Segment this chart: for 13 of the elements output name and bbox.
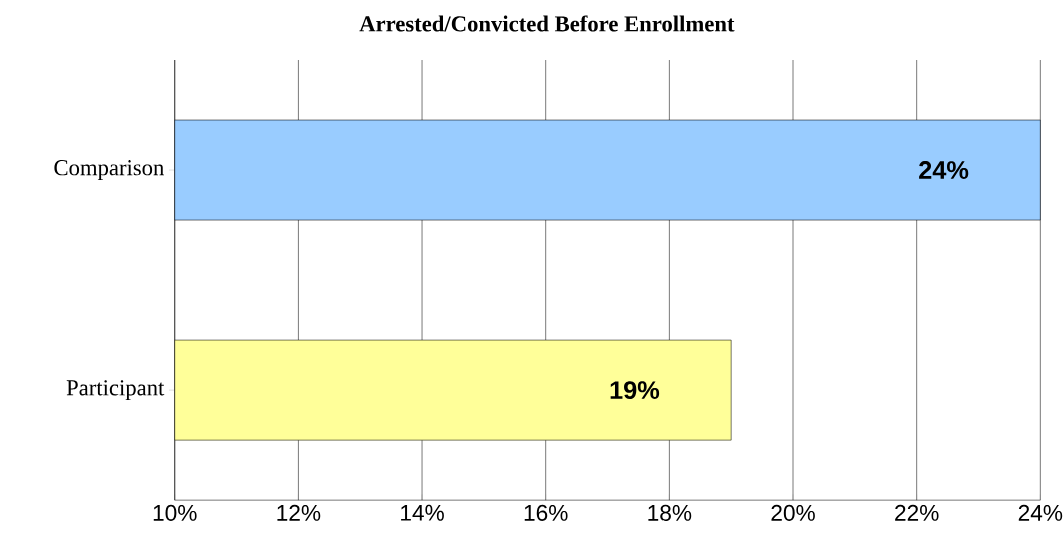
x-tick-label: 22% <box>895 504 939 521</box>
data-label: 19% <box>610 381 660 400</box>
y-tick-label: Participant <box>66 380 165 400</box>
x-tick-label: 12% <box>277 504 321 521</box>
x-tick-label: 20% <box>771 504 815 521</box>
x-tick-label: 14% <box>401 504 444 521</box>
chart-title: Arrested/Convicted Before Enrollment <box>359 15 735 32</box>
x-tick-label: 24% <box>1018 504 1063 521</box>
y-tick-label: Comparison <box>54 160 164 180</box>
x-tick-label: 16% <box>524 504 568 521</box>
x-tick-label: 18% <box>648 504 692 521</box>
x-tick-label: 10% <box>153 504 197 521</box>
data-label: 24% <box>919 161 969 179</box>
